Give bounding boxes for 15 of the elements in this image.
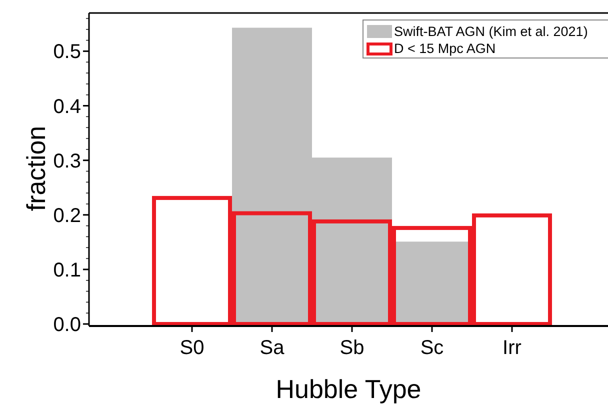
x-axis-title: Hubble Type [276,374,422,404]
y-tick-label: 0.4 [53,96,81,118]
x-tick-label: Sc [420,337,444,359]
y-tick-label: 0.0 [53,314,81,336]
x-tick-label: Sb [340,337,364,359]
x-tick-label: Sa [260,337,286,359]
y-tick-label: 0.5 [53,41,81,64]
x-tick-label: Irr [502,337,522,359]
legend-label: Swift-BAT AGN (Kim et al. 2021) [394,24,588,39]
x-tick-label: S0 [180,337,204,359]
y-axis-title: fraction [21,126,51,212]
legend-label: D < 15 Mpc AGN [394,41,496,56]
y-tick-label: 0.1 [53,259,81,282]
y-tick-label: 0.3 [53,150,81,172]
y-tick-label: 0.2 [53,204,81,227]
